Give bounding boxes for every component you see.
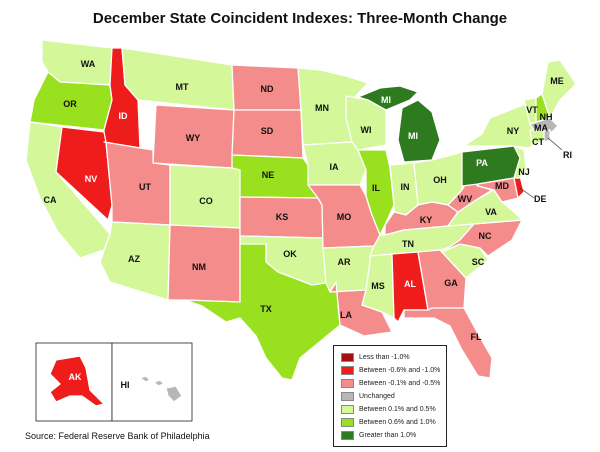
hawaii-inset xyxy=(111,342,193,422)
legend-label: Greater than 1.0% xyxy=(359,432,417,439)
state-labels: WA OR CA ID NV MT WY UT AZ CO NM ND SD N… xyxy=(44,59,573,390)
label-wy: WY xyxy=(186,133,201,143)
label-sd: SD xyxy=(261,126,274,136)
legend-item: Between -0.6% and -1.0% xyxy=(341,365,440,376)
label-nm: NM xyxy=(192,262,206,272)
label-in: IN xyxy=(401,182,410,192)
state-nc[interactable] xyxy=(441,219,523,257)
state-tx[interactable] xyxy=(184,243,341,381)
label-mo: MO xyxy=(337,212,352,222)
state-ma[interactable] xyxy=(529,117,559,133)
label-ms: MS xyxy=(371,281,385,291)
label-nh: NH xyxy=(540,112,553,122)
label-nc: NC xyxy=(479,231,492,241)
label-md: MD xyxy=(495,181,509,191)
state-mt[interactable] xyxy=(121,47,235,111)
label-ar: AR xyxy=(338,257,351,267)
state-me[interactable] xyxy=(541,59,577,119)
label-il: IL xyxy=(372,183,381,193)
label-ut: UT xyxy=(139,182,151,192)
label-ne: NE xyxy=(262,170,275,180)
legend-swatch xyxy=(341,352,354,362)
label-ca: CA xyxy=(44,195,57,205)
label-tn: TN xyxy=(402,239,414,249)
legend-label: Between -0.1% and -0.5% xyxy=(359,380,441,387)
label-ak: AK xyxy=(69,372,82,382)
state-ak[interactable] xyxy=(49,355,105,407)
label-ks: KS xyxy=(276,212,289,222)
legend-swatch xyxy=(341,404,354,414)
label-or: OR xyxy=(63,99,77,109)
legend-swatch xyxy=(341,430,354,440)
label-ny: NY xyxy=(507,126,520,136)
label-ok: OK xyxy=(283,249,297,259)
label-wa: WA xyxy=(81,59,96,69)
legend: Less than -1.0% Between -0.6% and -1.0% Be… xyxy=(333,345,447,447)
legend-label: Less than -1.0% xyxy=(359,354,410,361)
state-fl[interactable] xyxy=(403,307,493,379)
label-nv: NV xyxy=(85,174,98,184)
source-note: Source: Federal Reserve Bank of Philadel… xyxy=(25,431,210,441)
label-ri: RI xyxy=(563,150,572,160)
legend-item: Unchanged xyxy=(341,391,395,402)
label-wi: WI xyxy=(361,125,372,135)
state-mi-upper[interactable] xyxy=(357,85,419,111)
label-de: DE xyxy=(534,194,547,204)
state-mi[interactable] xyxy=(397,99,441,163)
label-mt: MT xyxy=(176,82,189,92)
label-me: ME xyxy=(550,76,564,86)
label-mi: MI xyxy=(408,131,418,141)
label-tx: TX xyxy=(260,304,272,314)
label-sc: SC xyxy=(472,257,485,267)
label-mn: MN xyxy=(315,103,329,113)
state-nj[interactable] xyxy=(513,145,527,179)
state-ne[interactable] xyxy=(231,154,319,199)
legend-swatch xyxy=(341,365,354,375)
label-mi-upper: MI xyxy=(381,95,391,105)
label-oh: OH xyxy=(433,175,447,185)
label-ia: IA xyxy=(330,162,340,172)
legend-label: Between 0.1% and 0.5% xyxy=(359,406,436,413)
legend-item: Less than -1.0% xyxy=(341,352,410,363)
legend-item: Between 0.1% and 0.5% xyxy=(341,404,436,415)
legend-swatch xyxy=(341,378,354,388)
label-id: ID xyxy=(119,111,129,121)
label-al: AL xyxy=(404,279,416,289)
legend-item: Between 0.6% and 1.0% xyxy=(341,417,436,428)
legend-label: Unchanged xyxy=(359,393,395,400)
label-az: AZ xyxy=(128,254,140,264)
state-il[interactable] xyxy=(357,149,395,236)
label-ct: CT xyxy=(532,137,544,147)
label-pa: PA xyxy=(476,158,488,168)
label-ga: GA xyxy=(444,278,458,288)
label-nd: ND xyxy=(261,84,274,94)
label-nj: NJ xyxy=(518,167,530,177)
label-ma: MA xyxy=(534,123,548,133)
label-ky: KY xyxy=(420,215,433,225)
label-wv: WV xyxy=(458,194,473,204)
state-hi[interactable] xyxy=(139,375,183,403)
label-va: VA xyxy=(485,207,497,217)
label-hi: HI xyxy=(121,380,130,390)
label-la: LA xyxy=(340,310,352,320)
label-vt: VT xyxy=(526,105,538,115)
map-title: December State Coincident Indexes: Three… xyxy=(92,10,508,27)
label-co: CO xyxy=(199,196,213,206)
legend-swatch xyxy=(341,391,354,401)
label-fl: FL xyxy=(471,332,482,342)
legend-label: Between -0.6% and -1.0% xyxy=(359,367,441,374)
legend-item: Greater than 1.0% xyxy=(341,430,416,441)
legend-item: Between -0.1% and -0.5% xyxy=(341,378,440,389)
legend-label: Between 0.6% and 1.0% xyxy=(359,419,436,426)
legend-swatch xyxy=(341,417,354,427)
